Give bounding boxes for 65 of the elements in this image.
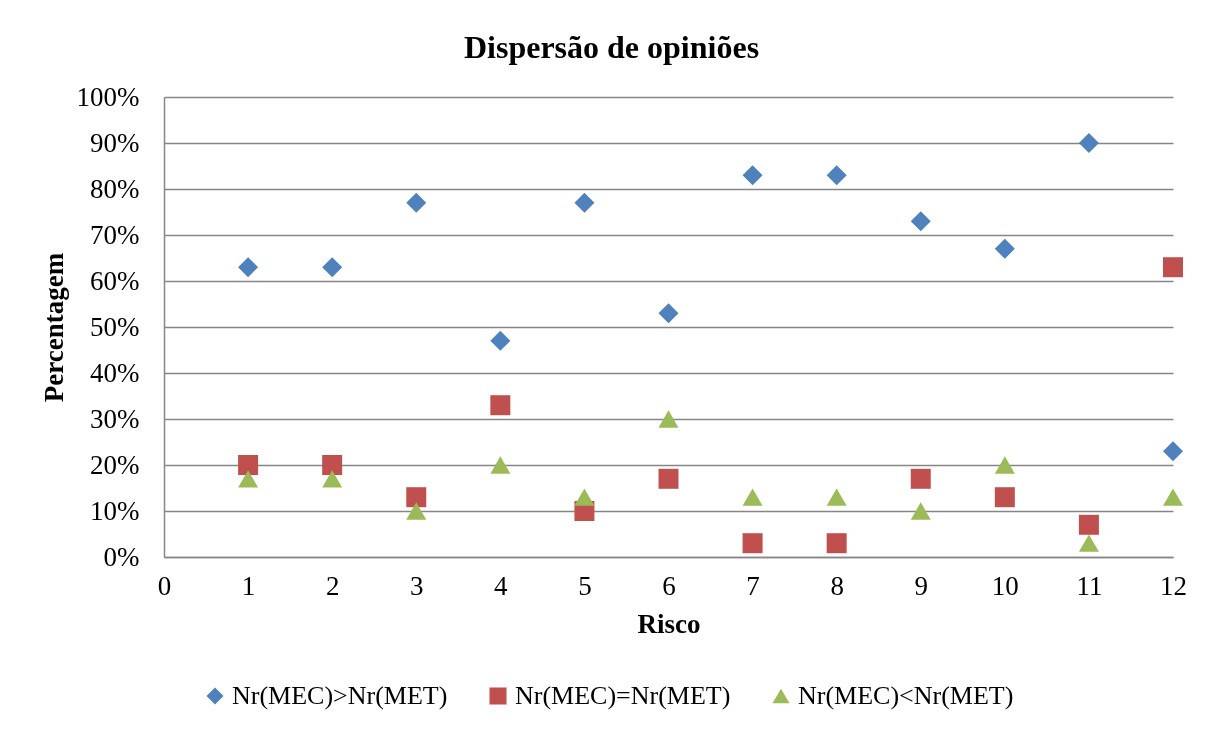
x-tick-label: 10 [991, 570, 1019, 601]
x-tick-label: 0 [157, 570, 172, 601]
y-tick-label: 80% [90, 173, 140, 204]
y-tick-label: 0% [103, 541, 140, 572]
point [910, 468, 931, 489]
legend-label: Nr(MEC)>Nr(MET) [232, 681, 448, 710]
point [574, 192, 595, 213]
x-tick-label: 2 [325, 570, 340, 601]
x-tick-label: 11 [1076, 570, 1103, 601]
legend-label: Nr(MEC)<Nr(MET) [798, 681, 1014, 710]
point [238, 257, 259, 278]
x-tick-label: 7 [746, 570, 760, 601]
point [406, 192, 427, 213]
y-tick-label: 100% [76, 81, 140, 112]
point [322, 455, 343, 475]
point [574, 488, 595, 506]
y-tick-label: 30% [90, 403, 140, 434]
y-tick-label: 40% [90, 357, 140, 388]
y-tick-label: 50% [90, 311, 140, 342]
point [1078, 133, 1099, 153]
point [238, 455, 259, 475]
x-tick-label: 9 [914, 570, 928, 601]
point [1078, 514, 1099, 535]
point [322, 470, 343, 488]
x-tick-label: 6 [662, 570, 676, 601]
x-tick-label: 12 [1160, 570, 1187, 601]
point [994, 238, 1015, 259]
x-tick-label: 5 [578, 570, 592, 601]
point [658, 410, 679, 428]
y-tick-label: 90% [90, 127, 140, 158]
y-tick-label: 70% [90, 219, 140, 250]
point [910, 211, 931, 232]
point [406, 487, 427, 508]
chart-title: Dispersão de opiniões [463, 29, 760, 65]
point [1163, 441, 1183, 462]
legend-label: Nr(MEC)=Nr(MET) [515, 681, 731, 710]
point [1163, 257, 1183, 278]
point [826, 165, 847, 186]
point [910, 502, 931, 520]
point [238, 470, 259, 488]
point [826, 533, 847, 554]
point [826, 488, 847, 506]
point [406, 502, 427, 520]
y-tick-label: 20% [90, 449, 140, 480]
point [994, 487, 1015, 508]
point [1163, 488, 1183, 506]
point [742, 488, 763, 506]
x-tick-label: 4 [494, 570, 509, 601]
x-tick-label: 3 [410, 570, 424, 601]
point [994, 456, 1015, 474]
x-axis-title: Risco [637, 608, 701, 639]
point [490, 330, 511, 351]
y-axis-title: Percentagem [38, 252, 69, 403]
point [322, 257, 343, 278]
x-tick-label: 8 [830, 570, 844, 601]
point [742, 533, 763, 554]
point [658, 303, 679, 324]
point [490, 456, 511, 474]
y-tick-label: 60% [90, 265, 140, 296]
x-tick-label: 1 [241, 570, 256, 601]
y-tick-label: 10% [90, 495, 140, 526]
point [1078, 534, 1099, 552]
point [742, 165, 763, 186]
point [658, 468, 679, 489]
point [490, 395, 511, 416]
